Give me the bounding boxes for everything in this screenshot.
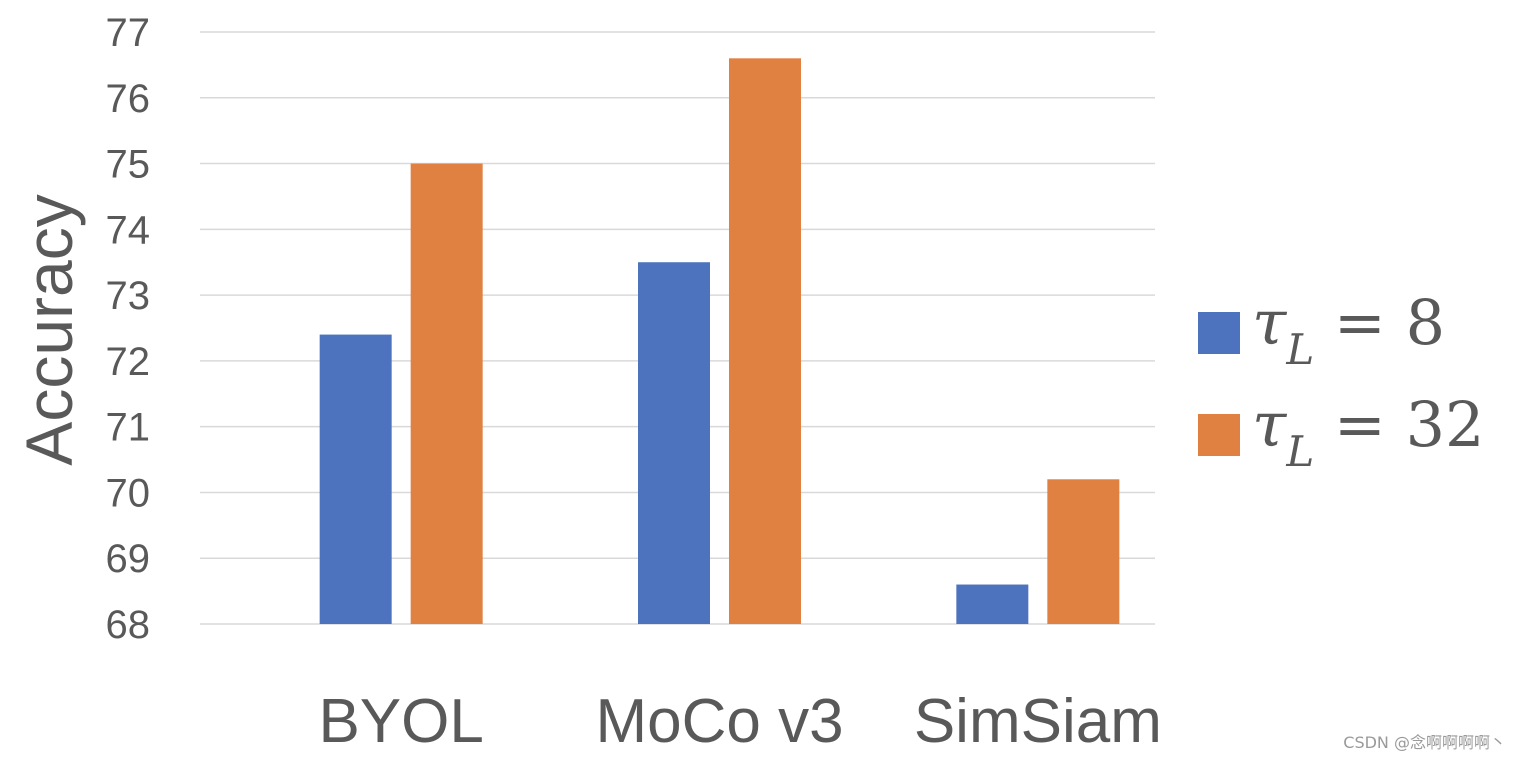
legend-symbol: τ: [1252, 286, 1288, 359]
legend-symbol: τ: [1252, 388, 1288, 461]
y-tick-label: 72: [106, 340, 151, 384]
legend-label: τL = 32: [1252, 388, 1484, 476]
y-tick-label: 77: [106, 11, 151, 55]
bar-byol-series-1: [319, 334, 392, 624]
y-tick-label: 74: [106, 208, 151, 252]
y-axis-ticks: 68 69 70 71 72 73 74 75 76 77: [106, 11, 151, 647]
legend-subscript: L: [1285, 427, 1314, 476]
legend-value: = 8: [1314, 286, 1445, 359]
legend-swatch: [1198, 312, 1240, 354]
x-axis-categories: BYOL MoCo v3 SimSiam: [318, 687, 1161, 756]
y-tick-label: 75: [106, 143, 151, 187]
x-category-label: MoCo v3: [595, 687, 843, 756]
y-tick-label: 69: [106, 537, 151, 581]
y-tick-label: 70: [106, 471, 151, 515]
legend-value: = 32: [1314, 388, 1484, 461]
bar-moco-v3-series-1: [638, 262, 710, 624]
legend-swatch: [1198, 414, 1240, 456]
y-tick-label: 73: [106, 274, 151, 318]
legend-label: τL = 8: [1252, 286, 1445, 374]
legend: τL = 8τL = 32: [1198, 286, 1484, 476]
bar-byol-series-2: [410, 163, 483, 625]
bar-simsiam-series-2: [1047, 479, 1120, 624]
y-tick-label: 68: [106, 603, 151, 647]
y-tick-label: 71: [106, 406, 151, 450]
bar-simsiam-series-1: [956, 584, 1029, 624]
legend-subscript: L: [1285, 325, 1314, 374]
x-category-label: SimSiam: [914, 687, 1162, 756]
y-axis-label: Accuracy: [12, 194, 86, 465]
bar-moco-v3-series-2: [729, 58, 801, 625]
y-tick-label: 76: [106, 77, 151, 121]
x-category-label: BYOL: [318, 687, 483, 756]
bars: [319, 58, 1120, 625]
watermark: CSDN @念啊啊啊啊丶: [1343, 733, 1506, 752]
